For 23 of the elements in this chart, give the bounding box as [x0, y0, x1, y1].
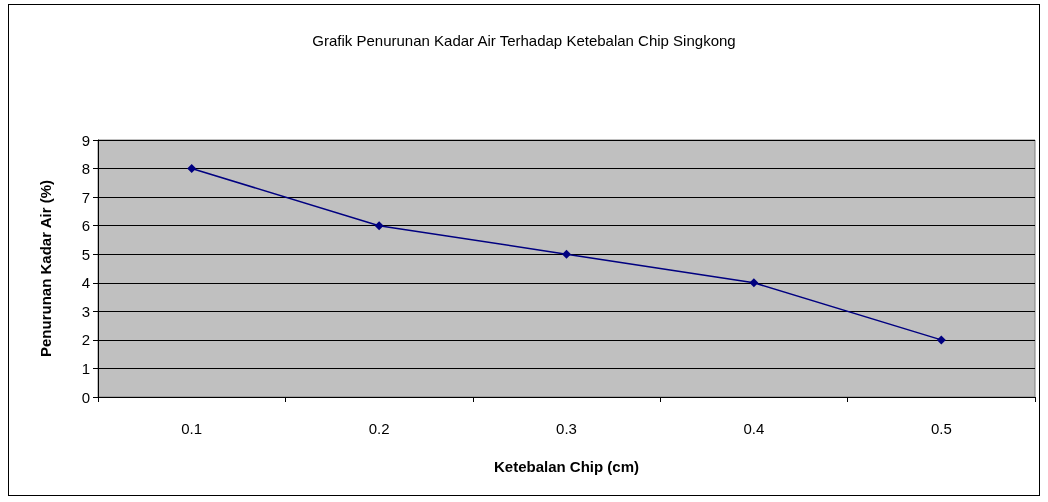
x-tick-label: 0.3 [556, 420, 577, 437]
point [187, 164, 197, 174]
y-tick-label: 4 [81, 274, 90, 292]
y-tick-label: 9 [81, 131, 90, 149]
x-tick-label: 0.2 [368, 420, 390, 437]
y-tick-label: 6 [81, 217, 90, 235]
x-tick-label: 0.4 [743, 420, 765, 437]
point [562, 249, 571, 259]
point [749, 278, 759, 288]
y-tick-label: 3 [81, 302, 90, 320]
x-axis-title: Ketebalan Chip (cm) [493, 458, 640, 475]
point [374, 221, 384, 231]
y-tick-label: 1 [81, 359, 90, 377]
point [936, 335, 946, 345]
x-tick-label: 0.5 [930, 420, 952, 437]
y-tick-label: 8 [81, 160, 90, 178]
y-tick-label: 0 [81, 388, 90, 406]
y-tick-label: 2 [81, 331, 90, 349]
x-tick-label: 0.1 [181, 420, 203, 437]
y-axis-title: Penurunan Kadar Air (%) [37, 180, 54, 357]
chart-title: Grafik Penurunan Kadar Air Terhadap Ketebalan Chip Singkong [312, 32, 736, 49]
y-tick-label: 5 [81, 245, 90, 263]
y-tick-label: 7 [81, 188, 90, 206]
